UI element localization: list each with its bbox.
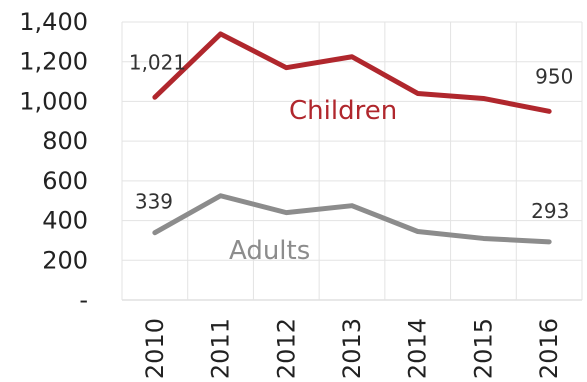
y-tick-label: -: [79, 286, 88, 314]
x-tick-label-2012: 2012: [272, 318, 300, 379]
series-line-adults: [152, 193, 552, 245]
x-axis-tick-labels: 2010 2011 2012 2013 2014 2015 2016: [141, 318, 563, 379]
series-name-adults: Adults: [229, 236, 310, 266]
data-label-end-adults: 293: [531, 199, 569, 223]
series-lines: [152, 31, 552, 245]
x-tick-label-2014: 2014: [404, 318, 432, 379]
series-name-children: Children: [289, 96, 397, 126]
y-tick-label: 800: [42, 127, 88, 155]
x-tick-label-2016: 2016: [535, 318, 563, 379]
x-tick-label-2011: 2011: [207, 318, 235, 379]
x-tick-label-2015: 2015: [469, 318, 497, 379]
y-tick-label: 400: [42, 207, 88, 235]
y-tick-label: 1,000: [19, 87, 88, 115]
x-tick-label-2013: 2013: [338, 318, 366, 379]
data-label-start-adults: 339: [135, 190, 173, 214]
y-tick-label: 200: [42, 246, 88, 274]
series-line-children: [152, 31, 552, 114]
data-label-end-children: 950: [535, 64, 573, 88]
x-tick-label-2010: 2010: [141, 318, 169, 379]
y-axis-tick-labels: - 200 400 600 800 1,000 1,200 1,400: [19, 8, 88, 314]
y-tick-label: 1,400: [19, 8, 88, 36]
data-labels: Children 1,021 950 Adults 339 293: [129, 50, 573, 266]
gridlines: [121, 21, 583, 301]
data-label-start-children: 1,021: [129, 50, 186, 74]
y-tick-label: 600: [42, 167, 88, 195]
y-tick-label: 1,200: [19, 48, 88, 76]
